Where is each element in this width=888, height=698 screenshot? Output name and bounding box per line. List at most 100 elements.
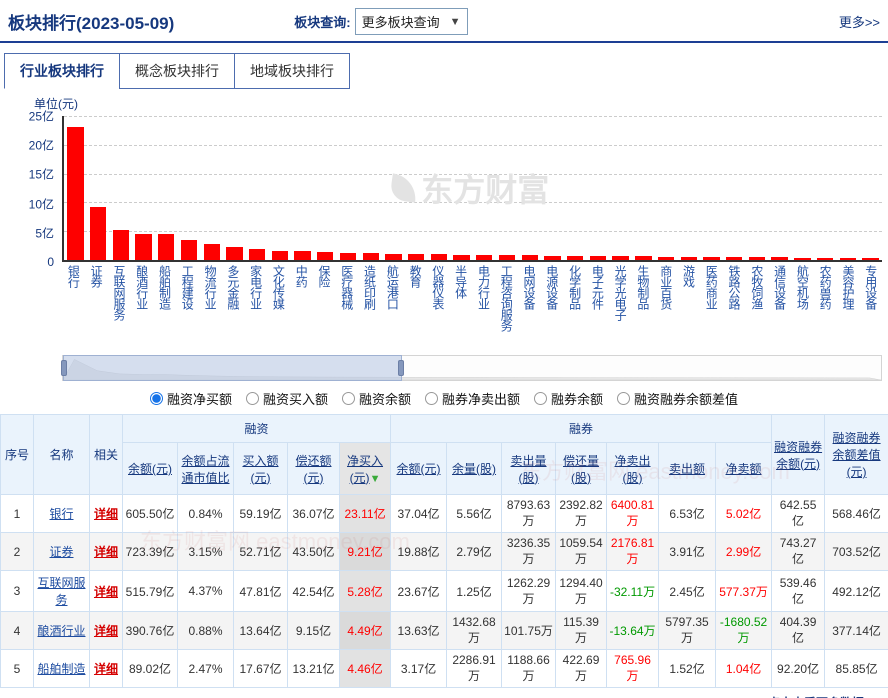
more-link[interactable]: 更多>> [838, 15, 880, 30]
detail-link[interactable]: 详细 [93, 584, 118, 599]
bar-文化传媒 [271, 250, 288, 260]
detail-link[interactable]: 详细 [93, 624, 118, 638]
cell-rz_buy: 47.81亿 [233, 570, 288, 612]
bar-化学制品 [567, 255, 584, 260]
chart-range-slider[interactable] [61, 355, 882, 381]
chart-unit-label: 单位(元) [34, 97, 78, 111]
filter-radio-2[interactable]: 融资买入额 [245, 389, 328, 408]
sort-rz-ratio-link[interactable]: 余额占流通市值比 [181, 453, 230, 485]
radio-icon [617, 392, 631, 405]
sector-link[interactable]: 互联网服务 [37, 576, 86, 607]
cell-name: 互联网服务 [33, 570, 90, 612]
cell-rq_repay_vol: 2392.82万 [555, 494, 608, 533]
bar-光学光电子 [612, 256, 629, 260]
sort-rq-net-amt-link[interactable]: 净卖额 [725, 462, 762, 476]
slider-left-handle[interactable] [61, 360, 67, 376]
x-tick-label: 游戏 [681, 265, 696, 287]
bar-酿酒行业 [135, 234, 152, 260]
bar-铁路公路 [726, 257, 743, 260]
x-tick-label: 电力行业 [476, 265, 491, 309]
cell-rq_balance: 3.17亿 [390, 649, 448, 688]
col-related: 相关 [89, 414, 123, 495]
detail-link[interactable]: 详细 [93, 507, 118, 521]
sort-rq-balance-link[interactable]: 余额(元) [396, 462, 441, 476]
x-tick-label: 半导体 [453, 265, 468, 298]
bar-银行 [67, 126, 84, 260]
col-rz-repay: 偿还额(元) [287, 442, 340, 495]
x-tick-label: 文化传媒 [271, 265, 286, 309]
sort-rq-volume-link[interactable]: 余量(股) [452, 462, 497, 476]
cell-rq_net_amt: 5.02亿 [715, 494, 773, 533]
bar-生物制品 [635, 256, 652, 260]
detail-link[interactable]: 详细 [93, 662, 118, 676]
cell-rq_net_amt: 577.37万 [715, 570, 773, 612]
bar-电源设备 [544, 255, 561, 260]
view-more-data-link[interactable]: 点击查看更多数据>> [768, 696, 878, 698]
filter-radio-5[interactable]: 融券余额 [534, 389, 603, 408]
cell-rz_repay: 43.50亿 [287, 532, 340, 571]
bar-工程咨询服务 [498, 255, 516, 260]
margin-table-wrap: 东方财富网 eastmoney.com 东方财富网 eastmoney.com … [0, 414, 888, 698]
x-tick-label: 医药商业 [704, 265, 719, 309]
filter-label: 融券余额 [551, 392, 604, 407]
sort-rq-net-sell-link[interactable]: 净卖出(股) [614, 453, 651, 485]
sort-total-balance-link[interactable]: 融资融券余额(元) [774, 439, 823, 471]
sort-rz-net-link[interactable]: 净买入(元) [347, 453, 384, 485]
x-tick-label: 保险 [316, 265, 331, 287]
col-group-rongquan: 融券 [390, 414, 773, 443]
bar-航运港口 [385, 253, 402, 260]
tab-concept-board[interactable]: 概念板块排行 [119, 53, 235, 89]
sort-balance-diff-link[interactable]: 融资融券余额差值(元) [832, 431, 881, 479]
sort-rz-repay-link[interactable]: 偿还额(元) [295, 453, 332, 485]
cell-rq_sell_vol: 1188.66万 [501, 649, 557, 688]
bar-电子元件 [589, 256, 607, 260]
sector-link[interactable]: 证券 [49, 545, 74, 559]
board-query-select[interactable]: 更多板块查询 ▼ [354, 8, 468, 35]
cell-rq_repay_vol: 1294.40万 [555, 570, 608, 612]
x-tick-label: 铁路公路 [727, 265, 742, 309]
sector-link[interactable]: 酿酒行业 [37, 624, 86, 638]
slider-right-handle[interactable] [398, 360, 405, 376]
cell-rz_repay: 13.21亿 [287, 649, 340, 688]
sort-rq-repay-vol-link[interactable]: 偿还量(股) [563, 453, 600, 485]
x-tick-label: 银行 [66, 265, 81, 287]
cell-detail: 详细 [89, 532, 123, 571]
col-rq-sell-amt: 卖出额 [658, 442, 717, 495]
x-tick-label: 电网设备 [522, 265, 537, 309]
slider-selected-window[interactable] [61, 355, 405, 381]
bar-电网设备 [521, 255, 538, 260]
sector-bar-chart: 单位(元) 25亿 20亿 15亿 10亿 5亿 0 东方财富 银行 证券 互联网服务 酿酒行业… [0, 95, 888, 381]
tab-region-board[interactable]: 地域板块排行 [234, 53, 350, 89]
sort-rq-sell-amt-link[interactable]: 卖出额 [669, 462, 706, 476]
cell-rq_sell_vol: 3236.35万 [501, 532, 557, 571]
sort-rq-sell-vol-link[interactable]: 卖出量(股) [510, 453, 547, 485]
sector-link[interactable]: 银行 [49, 507, 74, 521]
cell-seq: 2 [0, 532, 34, 571]
cell-rz_repay: 42.54亿 [287, 570, 340, 612]
radio-icon [149, 392, 163, 405]
filter-radio-4[interactable]: 融券净卖出额 [425, 389, 520, 408]
filter-radio-3[interactable]: 融资余额 [341, 389, 411, 408]
cell-rz_repay: 36.07亿 [287, 494, 340, 533]
cell-rq_net_amt: 2.99亿 [715, 532, 773, 571]
cell-rz_net: 23.11亿 [338, 494, 392, 533]
cell-rq_net_sell: 6400.81万 [606, 494, 660, 533]
bar-互联网服务 [112, 229, 129, 260]
cell-rq_balance: 13.63亿 [390, 611, 448, 650]
gridline [64, 231, 882, 233]
bar-美容护理 [839, 257, 856, 260]
margin-trading-table: 序号 名称 相关 融资 融券 融资融券余额(元) 融资融券余额差值(元) 余额(… [0, 414, 888, 688]
cell-rz_ratio: 3.15% [177, 532, 234, 571]
bar-教育 [407, 253, 425, 260]
tab-industry-board[interactable]: 行业板块排行 [4, 53, 120, 89]
sort-rz-balance-link[interactable]: 余额(元) [128, 462, 172, 476]
filter-radio-1[interactable]: 融资净买额 [149, 389, 232, 408]
x-tick-label: 教育 [408, 265, 423, 287]
detail-link[interactable]: 详细 [93, 545, 118, 559]
sector-link[interactable]: 船舶制造 [37, 662, 86, 676]
bar-series [64, 116, 882, 260]
filter-radio-6[interactable]: 融资融券余额差值 [617, 389, 738, 408]
sort-rz-buy-link[interactable]: 买入额(元) [242, 453, 279, 485]
cell-detail: 详细 [89, 570, 123, 612]
